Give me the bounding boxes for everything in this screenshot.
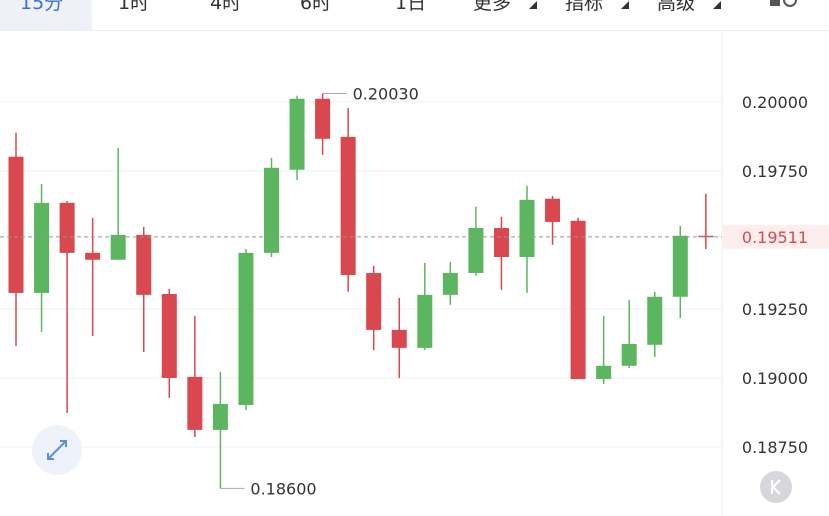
- candle-body: [698, 235, 714, 238]
- tab[interactable]: 4时: [210, 0, 242, 14]
- candle-body: [366, 273, 382, 330]
- candle-body: [417, 294, 433, 348]
- candle-body: [442, 273, 458, 295]
- last-price-bg: [723, 224, 829, 249]
- candle-body: [161, 294, 177, 378]
- arrow: [713, 1, 721, 9]
- candle-body: [8, 156, 24, 293]
- last-price-label: 0.19511: [742, 228, 808, 247]
- k-button[interactable]: [760, 471, 792, 503]
- tab[interactable]: 6时: [300, 0, 332, 14]
- candle-body: [596, 365, 612, 380]
- tab[interactable]: 15分: [0, 0, 92, 30]
- tab[interactable]: 1时: [118, 0, 150, 14]
- candle-body: [315, 98, 331, 139]
- candle-body: [289, 98, 305, 170]
- chart: 0.20000 0.19750 0.19250 0.19000 0.18750 0.195…: [0, 30, 829, 516]
- dropdown-arrow: [529, 1, 537, 9]
- candle-body: [647, 296, 663, 345]
- candle-body: [59, 202, 75, 253]
- y-tick-label: 0.19750: [742, 162, 808, 181]
- candle-body: [621, 343, 637, 366]
- y-tick-label: 0.18750: [742, 438, 808, 457]
- candle-body: [264, 167, 279, 253]
- candle-body: [187, 376, 203, 430]
- candle-body: [468, 228, 484, 274]
- tab[interactable]: 更多: [473, 0, 512, 14]
- candle-body: [212, 403, 228, 430]
- candle-body: [34, 202, 50, 293]
- candle-body: [519, 199, 535, 258]
- icon-part: [770, 0, 780, 6]
- candle-body: [136, 234, 152, 295]
- candle-body: [85, 252, 101, 260]
- y-tick-label: 0.20000: [742, 93, 808, 112]
- candle-body: [672, 235, 688, 297]
- arrow: [621, 1, 629, 9]
- settings-icon[interactable]: [770, 0, 800, 10]
- icon-part: [783, 0, 797, 7]
- tab[interactable]: 1日: [395, 0, 427, 14]
- k-icon: [771, 479, 781, 495]
- dropdown-arrow: [713, 1, 721, 9]
- candle-body: [493, 228, 509, 258]
- candle-body: [110, 234, 126, 260]
- tab[interactable]: 高级: [657, 0, 696, 14]
- candle-body: [570, 220, 586, 380]
- dropdown-arrow: [621, 1, 629, 9]
- candle-body: [391, 329, 407, 348]
- annotation-label: 0.20030: [353, 85, 419, 104]
- y-tick-label: 0.19250: [742, 300, 808, 319]
- annotation-label: 0.18600: [250, 479, 316, 498]
- timeframe-tabs: 15分 1时 4时 6时 1日 更多 指标 高级: [0, 0, 829, 31]
- arrow: [529, 1, 537, 9]
- candle-body: [340, 136, 356, 275]
- tab[interactable]: 指标: [565, 0, 604, 14]
- candle-body: [238, 252, 254, 406]
- expand-icon: [47, 440, 67, 460]
- candle-body: [545, 198, 561, 222]
- y-tick-label: 0.19000: [742, 369, 808, 388]
